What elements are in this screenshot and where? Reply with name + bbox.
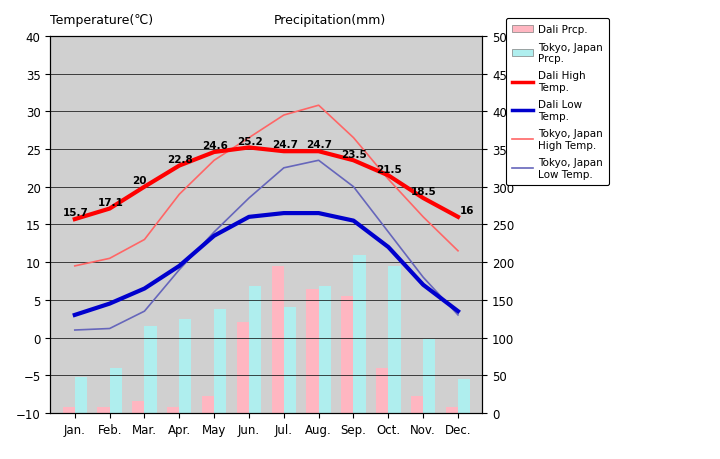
Text: 16: 16	[460, 206, 474, 216]
Text: Precipitation(mm): Precipitation(mm)	[274, 14, 386, 27]
Bar	[354, 255, 366, 413]
Text: 15.7: 15.7	[63, 208, 89, 218]
Bar	[271, 266, 284, 413]
Bar	[167, 407, 179, 413]
Bar	[319, 286, 331, 413]
Text: 25.2: 25.2	[237, 136, 263, 146]
Bar	[179, 319, 192, 413]
Bar	[411, 397, 423, 413]
Bar	[446, 407, 458, 413]
Bar	[388, 266, 400, 413]
Text: 24.7: 24.7	[307, 140, 333, 150]
Legend: Dali Prcp., Tokyo, Japan
Prcp., Dali High
Temp., Dali Low
Temp., Tokyo, Japan
Hi: Dali Prcp., Tokyo, Japan Prcp., Dali Hig…	[505, 19, 609, 185]
Text: 21.5: 21.5	[376, 164, 402, 174]
Bar	[63, 407, 75, 413]
Bar	[214, 309, 226, 413]
Bar	[284, 308, 296, 413]
Bar	[75, 377, 87, 413]
Text: 17.1: 17.1	[97, 197, 123, 207]
Bar	[423, 339, 436, 413]
Bar	[249, 286, 261, 413]
Bar	[145, 326, 157, 413]
Bar	[458, 379, 470, 413]
Text: 24.6: 24.6	[202, 141, 228, 151]
Text: 24.7: 24.7	[271, 140, 297, 150]
Bar	[237, 323, 249, 413]
Text: 22.8: 22.8	[167, 154, 193, 164]
Bar	[97, 407, 109, 413]
Text: Temperature(℃): Temperature(℃)	[50, 14, 153, 27]
Bar	[341, 297, 354, 413]
Bar	[132, 401, 145, 413]
Text: 23.5: 23.5	[341, 149, 367, 159]
Text: 18.5: 18.5	[411, 187, 437, 197]
Text: 20: 20	[132, 175, 147, 185]
Bar	[109, 368, 122, 413]
Bar	[202, 397, 214, 413]
Bar	[307, 289, 319, 413]
Bar	[376, 368, 388, 413]
